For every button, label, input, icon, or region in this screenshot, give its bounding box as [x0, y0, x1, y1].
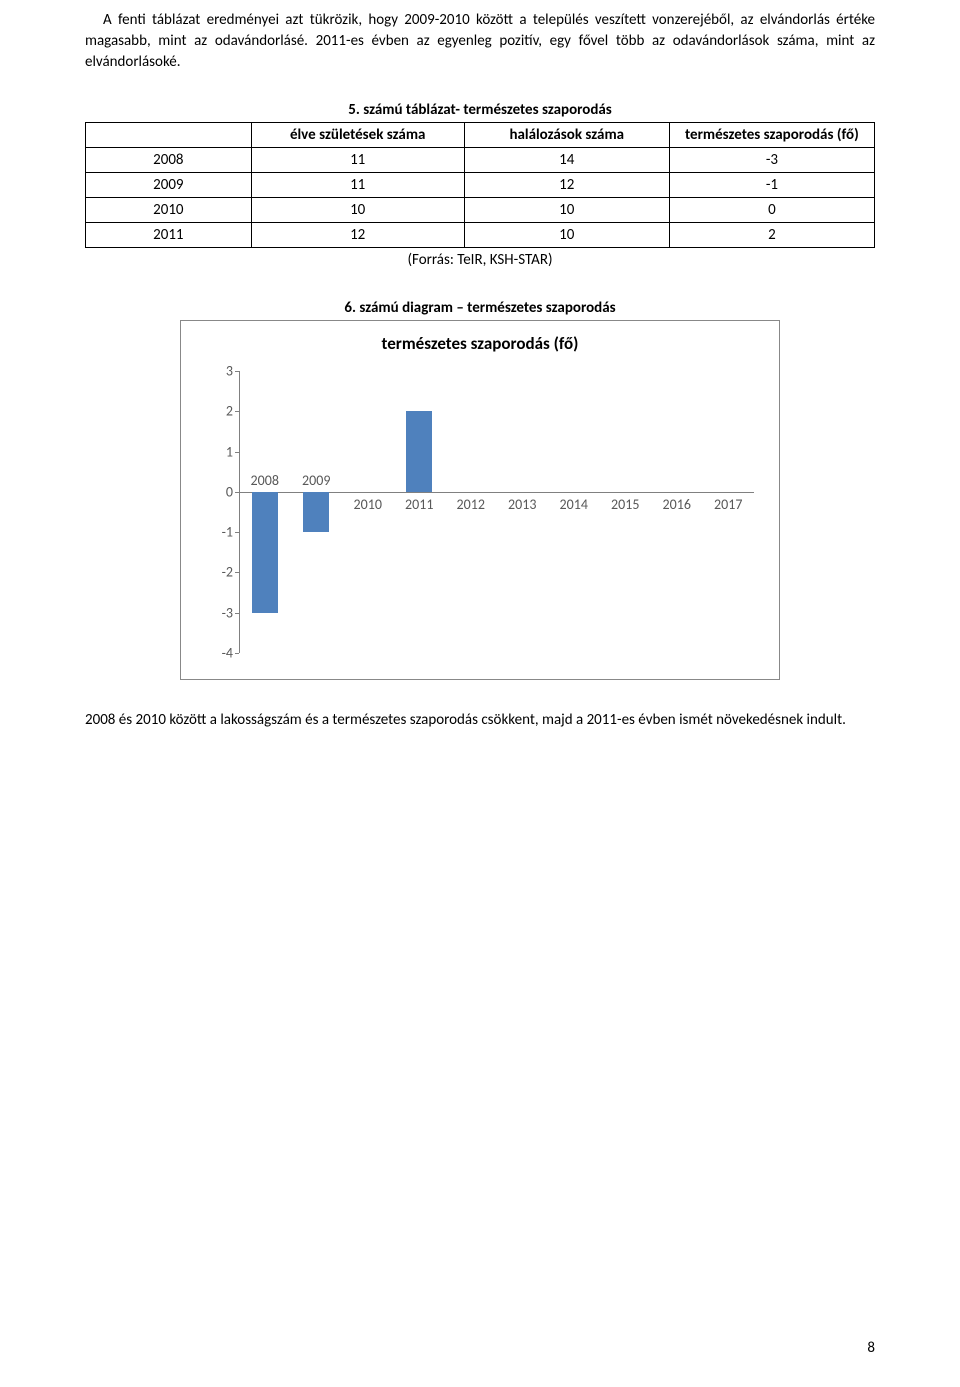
x-axis-label: 2011	[405, 496, 433, 513]
y-axis-tick	[235, 411, 239, 412]
table-header-empty	[86, 123, 252, 148]
y-axis-tick	[235, 532, 239, 533]
x-axis-label: 2017	[714, 496, 742, 513]
chart-bar	[252, 492, 278, 613]
y-axis-tick	[235, 572, 239, 573]
chart-section-title: 6. számú diagram – természetes szaporodá…	[85, 299, 875, 317]
table-cell: 0	[669, 198, 874, 223]
page-number: 8	[867, 1339, 875, 1357]
chart-bar	[303, 492, 329, 532]
x-axis-label: 2008	[251, 472, 279, 489]
table-header-deaths: halálozások száma	[464, 123, 669, 148]
y-axis-label: -2	[209, 564, 233, 581]
table-cell: 11	[251, 148, 464, 173]
table-cell: 2008	[86, 148, 252, 173]
x-axis-label: 2009	[302, 472, 330, 489]
table-row: 201010100	[86, 198, 875, 223]
y-axis-label: 2	[209, 403, 233, 420]
table-row: 20081114-3	[86, 148, 875, 173]
chart-inner-title: természetes szaporodás (fő)	[181, 321, 779, 354]
table-row: 201112102	[86, 223, 875, 248]
table-cell: 2011	[86, 223, 252, 248]
y-axis-label: 3	[209, 363, 233, 380]
table-cell: 10	[464, 198, 669, 223]
table-cell: -3	[669, 148, 874, 173]
table-cell: 2	[669, 223, 874, 248]
y-axis-label: 1	[209, 443, 233, 460]
x-axis-label: 2013	[508, 496, 536, 513]
table-cell: 11	[251, 173, 464, 198]
closing-paragraph: 2008 és 2010 között a lakosságszám és a …	[85, 710, 875, 731]
table-source: (Forrás: TeIR, KSH-STAR)	[85, 251, 875, 269]
x-axis-label: 2010	[354, 496, 382, 513]
y-axis-line	[239, 371, 240, 653]
y-axis-tick	[235, 613, 239, 614]
table-row: 20091112-1	[86, 173, 875, 198]
table-cell: 14	[464, 148, 669, 173]
intro-paragraph: A fenti táblázat eredményei azt tükrözik…	[85, 10, 875, 73]
x-axis-label: 2015	[611, 496, 639, 513]
x-axis-label: 2014	[560, 496, 588, 513]
data-table: élve születések száma halálozások száma …	[85, 122, 875, 248]
table-cell: 12	[464, 173, 669, 198]
y-axis-label: 0	[209, 483, 233, 500]
y-axis-label: -3	[209, 604, 233, 621]
chart-container: természetes szaporodás (fő) 3 2 1 0 -1 -2 -3 -4…	[180, 320, 780, 680]
table-cell: 10	[464, 223, 669, 248]
chart-bar	[406, 411, 432, 492]
table-cell: 2010	[86, 198, 252, 223]
y-axis-tick	[235, 653, 239, 654]
table-cell: 12	[251, 223, 464, 248]
table-header-natural-increase: természetes szaporodás (fő)	[669, 123, 874, 148]
x-axis-label: 2016	[663, 496, 691, 513]
table-title: 5. számú táblázat- természetes szaporodá…	[85, 101, 875, 119]
y-axis-tick	[235, 492, 239, 493]
table-cell: -1	[669, 173, 874, 198]
table-cell: 2009	[86, 173, 252, 198]
table-header-births: élve születések száma	[251, 123, 464, 148]
y-axis-tick	[235, 452, 239, 453]
chart-plot-area: 3210-1-2-3-42008200920102011201220132014…	[239, 371, 754, 653]
table-cell: 10	[251, 198, 464, 223]
x-axis-label: 2012	[457, 496, 485, 513]
y-axis-label: -1	[209, 524, 233, 541]
y-axis-tick	[235, 371, 239, 372]
y-axis-label: -4	[209, 645, 233, 662]
